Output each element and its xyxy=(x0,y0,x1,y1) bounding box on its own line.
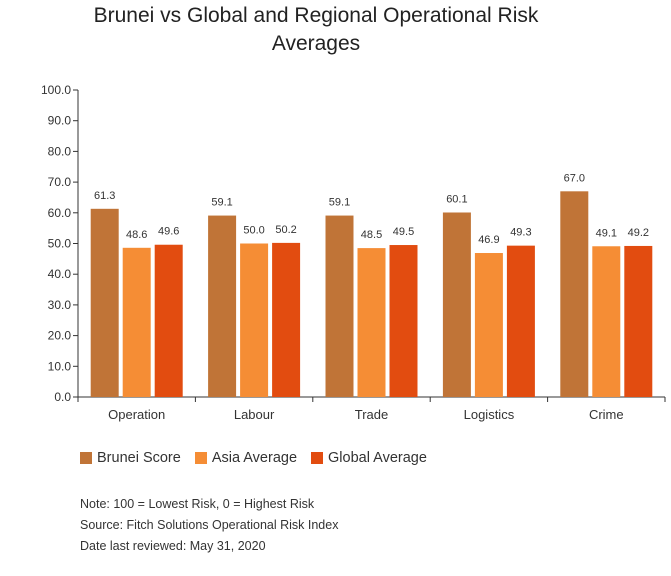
y-tick-label: 50.0 xyxy=(48,237,72,251)
chart-title-line-2: Averages xyxy=(272,32,360,55)
data-label: 50.0 xyxy=(243,225,264,237)
data-label: 49.3 xyxy=(510,227,531,239)
bar-global-average xyxy=(506,245,535,397)
y-tick-label: 90.0 xyxy=(48,114,72,128)
bar-brunei-score xyxy=(208,215,237,397)
bar-asia-average xyxy=(592,246,621,397)
data-label: 48.5 xyxy=(361,229,382,241)
x-tick-label: Operation xyxy=(108,407,165,422)
y-tick-label: 80.0 xyxy=(48,144,72,158)
data-labels: 61.3 48.6 49.6 59.1 50.0 50.2 59.1 48.5 49.5 60.1… xyxy=(94,172,649,246)
x-axis: Operation Labour Trade Logistics Crime xyxy=(77,396,666,422)
data-label: 67.0 xyxy=(564,172,585,184)
bar-global-average xyxy=(272,242,301,397)
data-label: 49.6 xyxy=(158,226,179,238)
chart-title-line-1: Brunei vs Global and Regional Operationa… xyxy=(94,4,539,27)
data-label: 50.2 xyxy=(275,224,296,236)
legend-swatch xyxy=(80,452,92,464)
data-label: 49.1 xyxy=(596,227,617,239)
y-tick-label: 0.0 xyxy=(54,390,71,404)
x-tick-label: Crime xyxy=(589,407,624,422)
legend-swatch xyxy=(311,452,324,464)
x-tick-label: Trade xyxy=(355,407,388,422)
x-tick-label: Labour xyxy=(234,407,275,422)
legend-swatch xyxy=(194,452,207,464)
notes: Note: 100 = Lowest Risk, 0 = Highest Ris… xyxy=(80,494,338,557)
bar-asia-average xyxy=(240,243,269,397)
y-tick-label: 20.0 xyxy=(48,329,72,343)
bar-asia-average xyxy=(474,253,503,397)
bar-global-average xyxy=(389,245,418,397)
y-tick-label: 30.0 xyxy=(48,298,72,312)
y-tick-label: 100.0 xyxy=(41,83,71,97)
legend-label: Asia Average xyxy=(211,450,298,466)
bar-asia-average xyxy=(357,248,386,397)
data-label: 59.1 xyxy=(329,197,350,209)
bar-brunei-score xyxy=(560,191,589,397)
legend-label: Global Average xyxy=(328,450,427,466)
y-tick-label: 60.0 xyxy=(48,206,72,220)
y-tick-label: 70.0 xyxy=(48,175,72,189)
legend-item: Asia Average xyxy=(194,450,298,466)
y-tick-label: 10.0 xyxy=(48,359,72,373)
source-text: Source: Fitch Solutions Operational Risk… xyxy=(80,518,339,532)
data-label: 46.9 xyxy=(478,234,499,246)
data-label: 49.5 xyxy=(393,226,414,238)
bars xyxy=(90,191,653,397)
legend-item: Global Average xyxy=(311,450,427,466)
data-label: 59.1 xyxy=(211,197,232,209)
data-label: 61.3 xyxy=(94,190,115,202)
bar-brunei-score xyxy=(325,215,354,397)
data-label: 60.1 xyxy=(446,193,467,205)
legend-item: Brunei Score xyxy=(80,450,181,466)
data-label: 49.2 xyxy=(628,227,649,239)
legend-label: Brunei Score xyxy=(97,450,181,466)
bar-asia-average xyxy=(122,247,151,397)
chart: Brunei vs Global and Regional Operationa… xyxy=(41,4,666,422)
legend: Brunei Score Asia Average Global Average xyxy=(80,450,427,466)
y-tick-label: 40.0 xyxy=(48,267,72,281)
date-reviewed-text: Date last reviewed: May 31, 2020 xyxy=(80,539,266,553)
bar-global-average xyxy=(154,244,183,397)
x-tick-label: Logistics xyxy=(464,407,515,422)
bar-brunei-score xyxy=(442,212,471,397)
note-text: Note: 100 = Lowest Risk, 0 = Highest Ris… xyxy=(80,497,315,511)
chart-title: Brunei vs Global and Regional Operationa… xyxy=(94,4,539,55)
data-label: 48.6 xyxy=(126,229,147,241)
bar-global-average xyxy=(624,245,653,397)
y-axis: 0.0 10.0 20.0 30.0 40.0 50.0 60.0 70.0 80.0 90.0 1… xyxy=(41,83,79,404)
bar-brunei-score xyxy=(90,208,119,397)
